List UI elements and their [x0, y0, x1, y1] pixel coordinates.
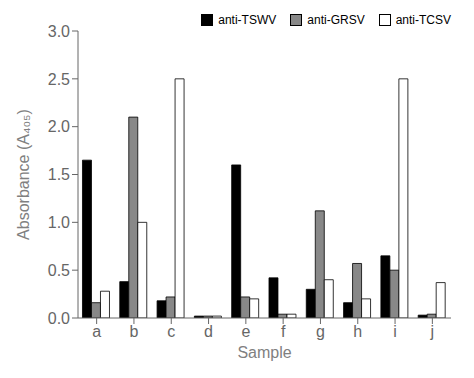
svg-text:i: i [393, 323, 397, 340]
svg-text:2.0: 2.0 [48, 118, 70, 135]
svg-text:1.0: 1.0 [48, 214, 70, 231]
svg-text:j: j [430, 323, 435, 340]
html-text:anti-TCSV: anti-TCSV [395, 13, 451, 27]
svg-text:1.5: 1.5 [48, 166, 70, 183]
svg-text:2.5: 2.5 [48, 71, 70, 88]
svg-text:e: e [241, 323, 250, 340]
svg-text:g: g [316, 323, 325, 340]
svg-text:a: a [92, 323, 101, 340]
svg-text:3.0: 3.0 [48, 23, 70, 40]
svg-text:h: h [353, 323, 362, 340]
svg-text:f: f [281, 323, 286, 340]
svg-text:Sample: Sample [237, 344, 291, 361]
svg-text:0.5: 0.5 [48, 262, 70, 279]
svg-text:d: d [204, 323, 213, 340]
svg-text:b: b [129, 323, 138, 340]
svg-text:0.0: 0.0 [48, 310, 70, 327]
svg-text:Absorbance (A₄₀₅): Absorbance (A₄₀₅) [15, 109, 32, 240]
html-text:anti-GRSV: anti-GRSV [307, 13, 365, 27]
html-text:anti-TSWV: anti-TSWV [218, 13, 277, 27]
svg-text:c: c [167, 323, 175, 340]
